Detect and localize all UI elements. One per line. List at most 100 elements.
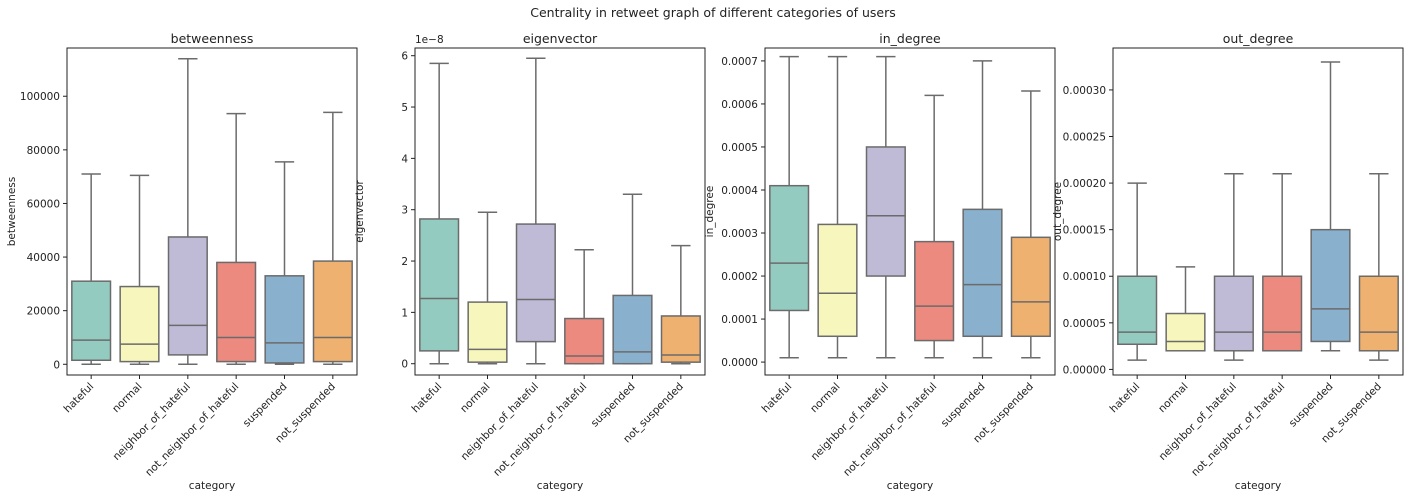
y-tick-label: 0.0007 xyxy=(721,56,758,68)
box-not_suspended xyxy=(1010,90,1051,359)
x-axis-label: category xyxy=(887,480,933,492)
iqr-box xyxy=(564,317,605,365)
box-hateful xyxy=(419,62,460,365)
box-not_neighbor_of_hateful xyxy=(914,94,955,359)
panel-title: in_degree xyxy=(879,31,941,46)
y-tick-label: 5 xyxy=(401,102,408,114)
box-suspended xyxy=(1310,61,1351,352)
box-normal xyxy=(119,174,160,366)
iqr-box xyxy=(1213,275,1254,352)
box-not_neighbor_of_hateful xyxy=(216,112,257,366)
y-tick-label: 3 xyxy=(401,205,408,217)
y-axis-label: out_degree xyxy=(1052,182,1064,241)
panel-out_degree: 0.00000 0.00005 0.00010 0.00015 0.00020 0.000… xyxy=(1052,31,1404,492)
y-tick-label: 0.00020 xyxy=(1063,178,1106,190)
x-tick-label: hateful xyxy=(1108,381,1143,416)
y-tick-label: 6 xyxy=(401,51,408,63)
y-tick-label: 1 xyxy=(401,307,408,319)
iqr-box xyxy=(1310,228,1351,343)
x-tick-label: hateful xyxy=(760,381,795,416)
x-tick-label: normal xyxy=(808,381,843,416)
iqr-box xyxy=(817,223,858,338)
iqr-box xyxy=(71,280,112,362)
box-hateful xyxy=(769,55,810,359)
y-tick-label: 0.00015 xyxy=(1063,225,1106,237)
x-tick-label: normal xyxy=(458,381,493,416)
x-axis-label: category xyxy=(189,480,235,492)
iqr-box xyxy=(515,223,556,343)
y-tick-label: 0.00025 xyxy=(1063,132,1106,144)
y-axis-label: eigenvector xyxy=(354,180,366,243)
x-axis-label: category xyxy=(1235,480,1281,492)
box-normal xyxy=(817,55,858,359)
figure-title: Centrality in retweet graph of different… xyxy=(530,5,896,20)
iqr-box xyxy=(119,285,160,363)
iqr-box xyxy=(1358,275,1399,352)
x-tick-label: normal xyxy=(1156,381,1191,416)
iqr-box xyxy=(1010,236,1051,338)
y-tick-label: 0.0005 xyxy=(721,142,758,154)
x-tick-label: hateful xyxy=(62,381,97,416)
y-tick-label: 100000 xyxy=(20,91,60,103)
axes-frame xyxy=(414,47,706,376)
x-axis-label: category xyxy=(537,480,583,492)
iqr-box xyxy=(419,218,460,352)
iqr-box xyxy=(264,275,305,364)
x-tick-label: suspended xyxy=(589,381,638,430)
iqr-box xyxy=(167,236,208,356)
iqr-box xyxy=(1262,275,1303,352)
axes-frame xyxy=(1112,47,1404,376)
x-tick-label: hateful xyxy=(410,381,445,416)
box-not_neighbor_of_hateful xyxy=(564,248,605,365)
y-tick-label: 0.0000 xyxy=(721,357,758,369)
panel-title: eigenvector xyxy=(523,31,598,46)
y-axis-label: in_degree xyxy=(704,186,716,238)
y-tick-label: 0.00030 xyxy=(1063,85,1106,97)
y-tick-label: 20000 xyxy=(27,306,60,318)
y-tick-label: 0 xyxy=(53,359,60,371)
box-suspended xyxy=(264,161,305,366)
y-tick-label: 0.0004 xyxy=(721,185,758,197)
iqr-box xyxy=(865,146,906,277)
x-tick-label: normal xyxy=(110,381,145,416)
iqr-box xyxy=(612,294,653,365)
x-tick-label: not_neighbor_of_hateful xyxy=(143,381,241,479)
iqr-box xyxy=(216,261,257,363)
box-normal xyxy=(1165,266,1206,352)
box-hateful xyxy=(1117,182,1158,361)
x-tick-label: suspended xyxy=(1287,381,1336,430)
y-tick-label: 60000 xyxy=(27,198,60,210)
panel-in_degree: 0.0000 0.0001 0.0002 0.0003 0.0004 0.0005 0.00… xyxy=(704,31,1056,492)
panel-title: betweenness xyxy=(171,31,254,46)
y-tick-label: 0.00005 xyxy=(1063,318,1106,330)
box-neighbor_of_hateful xyxy=(515,57,556,365)
y-tick-label: 80000 xyxy=(27,145,60,157)
iqr-box xyxy=(769,184,810,312)
y-tick-label: 0.0003 xyxy=(721,228,758,240)
iqr-box xyxy=(312,260,353,363)
box-hateful xyxy=(71,173,112,366)
y-tick-label: 0.0006 xyxy=(721,99,758,111)
box-normal xyxy=(467,211,508,365)
iqr-box xyxy=(914,240,955,342)
y-tick-label: 0 xyxy=(401,359,408,371)
x-tick-label: suspended xyxy=(939,381,988,430)
y-tick-label: 4 xyxy=(401,153,408,165)
y-tick-label: 0.00010 xyxy=(1063,271,1106,283)
x-tick-label: not_neighbor_of_hateful xyxy=(1189,381,1287,479)
y-tick-label: 2 xyxy=(401,256,408,268)
x-tick-label: not_neighbor_of_hateful xyxy=(491,381,589,479)
box-not_suspended xyxy=(660,244,701,365)
panel-title: out_degree xyxy=(1223,31,1294,46)
box-not_suspended xyxy=(312,111,353,366)
panel-betweenness: 0 20000 40000 60000 80000 100000 hateful normal… xyxy=(6,31,358,492)
x-tick-label: not_neighbor_of_hateful xyxy=(841,381,939,479)
iqr-box xyxy=(1165,312,1206,352)
y-offset-label: 1e−8 xyxy=(415,34,444,46)
box-not_neighbor_of_hateful xyxy=(1262,173,1303,352)
box-suspended xyxy=(962,60,1003,359)
box-neighbor_of_hateful xyxy=(1213,173,1254,361)
axes-frame xyxy=(66,47,358,376)
